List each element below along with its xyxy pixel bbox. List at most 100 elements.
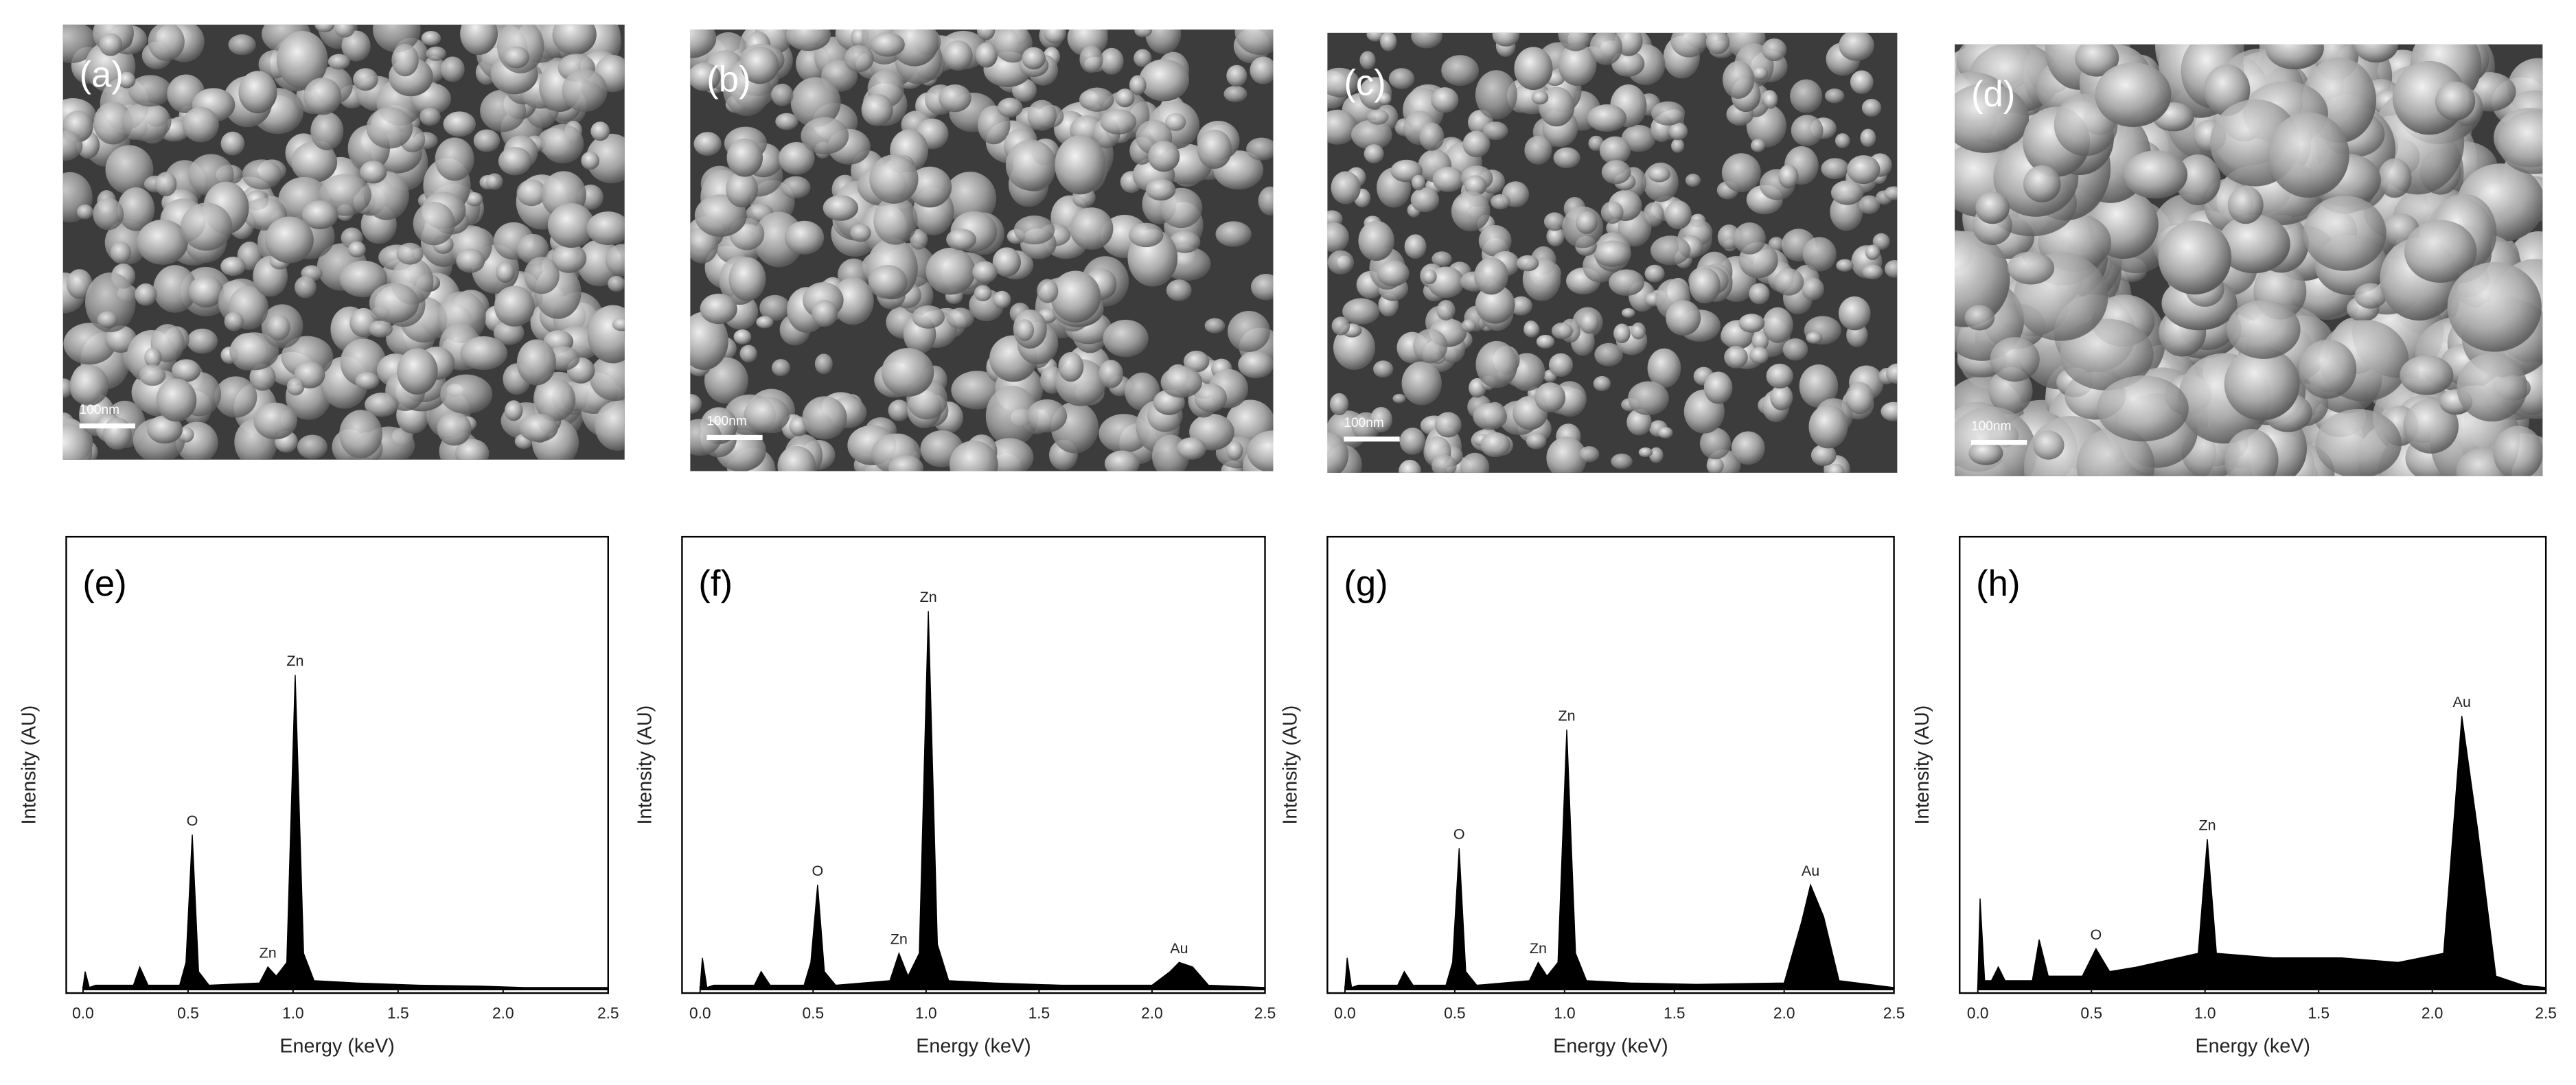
sem-grain bbox=[1859, 195, 1881, 215]
spectrum-chart: 0.0 0.5 1.0 1.5 2.0 2.5 Energy (keV) Intensity … bbox=[18, 535, 619, 1058]
sem-grain bbox=[1671, 138, 1685, 153]
sem-grain bbox=[1099, 360, 1124, 388]
sem-grain bbox=[1250, 274, 1274, 301]
sem-grain bbox=[1388, 68, 1415, 89]
sem-grain bbox=[460, 336, 507, 371]
sem-grain bbox=[1404, 234, 1427, 259]
sem-grain bbox=[551, 243, 587, 273]
sem-grain bbox=[608, 275, 625, 292]
sem-grain bbox=[728, 257, 766, 301]
sem-grain bbox=[1651, 235, 1691, 266]
sem-grain bbox=[504, 400, 523, 421]
x-axis-title: Energy (keV) bbox=[916, 1036, 1031, 1058]
sem-grain bbox=[1611, 50, 1645, 77]
sem-grain bbox=[1194, 383, 1227, 412]
x-tick-label: 0.0 bbox=[1967, 1004, 1989, 1022]
sem-grain bbox=[238, 71, 277, 114]
sem-grain bbox=[785, 220, 825, 255]
sem-grain bbox=[93, 102, 133, 145]
sem-grain bbox=[771, 359, 790, 377]
peak-label: Zn bbox=[260, 945, 277, 961]
sem-grain bbox=[1699, 428, 1732, 460]
sem-grain bbox=[139, 364, 166, 386]
sem-grain bbox=[2299, 339, 2357, 399]
sem-grain bbox=[1860, 128, 1876, 148]
sem-grain bbox=[1553, 147, 1580, 169]
sem-grain bbox=[2158, 220, 2232, 295]
sem-grain bbox=[2023, 165, 2061, 202]
sem-grain bbox=[1703, 371, 1733, 404]
sem-grain bbox=[153, 265, 197, 313]
sem-grain bbox=[1079, 45, 1103, 73]
sem-grain bbox=[1482, 121, 1508, 141]
sem-grain bbox=[1125, 372, 1160, 411]
sem-grain bbox=[1594, 240, 1631, 267]
sem-grain bbox=[117, 71, 136, 89]
sem-grain bbox=[910, 229, 928, 250]
sem-grain bbox=[2457, 353, 2527, 422]
sem-grain bbox=[1514, 47, 1553, 91]
sem-grain bbox=[1722, 60, 1755, 99]
sem-grain bbox=[1238, 351, 1274, 379]
sem-grain bbox=[739, 345, 757, 363]
sem-grain bbox=[908, 166, 952, 208]
sem-grain bbox=[1621, 307, 1635, 318]
sem-grain bbox=[426, 46, 446, 61]
sem-grain bbox=[137, 220, 188, 265]
sem-grain bbox=[277, 30, 328, 89]
sem-grain bbox=[1022, 47, 1046, 70]
x-tick-label: 1.5 bbox=[2308, 1004, 2330, 1022]
sem-grain bbox=[347, 241, 366, 258]
sem-label: (a) bbox=[80, 54, 124, 95]
y-axis-title: Intensity (AU) bbox=[634, 705, 656, 825]
sem-image: (d) 100nm bbox=[1955, 44, 2543, 476]
sem-grain bbox=[1431, 454, 1457, 473]
sem-grain bbox=[1534, 382, 1566, 413]
sem-grain bbox=[1342, 298, 1380, 325]
sem-grain bbox=[440, 56, 465, 82]
scale-bar bbox=[1971, 440, 2027, 445]
sem-grain bbox=[443, 111, 476, 137]
sem-grain bbox=[1666, 300, 1701, 336]
sem-grain bbox=[187, 328, 218, 354]
sem-grain bbox=[310, 112, 344, 150]
peak-label: Au bbox=[2453, 694, 2471, 710]
spectrum-chart: 0.0 0.5 1.0 1.5 2.0 2.5 Energy (keV) Intensity … bbox=[1279, 535, 1905, 1058]
sem-grain bbox=[1411, 32, 1442, 49]
sem-grain bbox=[1778, 164, 1799, 189]
sem-grain bbox=[1575, 211, 1598, 234]
sem-grain bbox=[473, 129, 501, 152]
sem-grain bbox=[1621, 124, 1656, 152]
sem-grain bbox=[1492, 32, 1520, 47]
sem-grain bbox=[1327, 109, 1357, 145]
sem-grain bbox=[291, 141, 338, 183]
peak-label: O bbox=[187, 813, 198, 829]
sem-grain bbox=[485, 173, 503, 190]
sem-grain bbox=[1990, 337, 2040, 382]
sem-grain bbox=[1649, 447, 1664, 463]
sem-grain bbox=[2095, 62, 2172, 128]
sem-grain bbox=[498, 147, 532, 176]
sem-grain bbox=[1975, 191, 2010, 224]
sem-grain bbox=[1475, 285, 1515, 324]
sem-grain bbox=[1531, 90, 1549, 105]
x-tick-label: 0.5 bbox=[803, 1004, 825, 1022]
x-tick-label: 0.5 bbox=[177, 1004, 199, 1022]
sem-grain bbox=[1129, 75, 1147, 95]
sem-grain bbox=[1752, 66, 1769, 80]
sem-grain bbox=[1423, 269, 1437, 285]
sem-grain bbox=[700, 293, 737, 325]
sem-grain bbox=[1824, 89, 1845, 104]
sem-grain bbox=[1613, 323, 1631, 344]
sem-grain bbox=[771, 83, 794, 106]
sem-grain bbox=[1380, 32, 1397, 51]
sem-grain bbox=[2227, 300, 2301, 359]
spectrum-area bbox=[700, 611, 1266, 990]
sem-grain bbox=[1176, 437, 1206, 460]
sem-grain bbox=[353, 68, 378, 91]
sem-grain bbox=[1461, 319, 1477, 333]
sem-grain bbox=[993, 30, 1033, 63]
sem-grain bbox=[547, 202, 595, 248]
sem-grain bbox=[1399, 459, 1421, 473]
